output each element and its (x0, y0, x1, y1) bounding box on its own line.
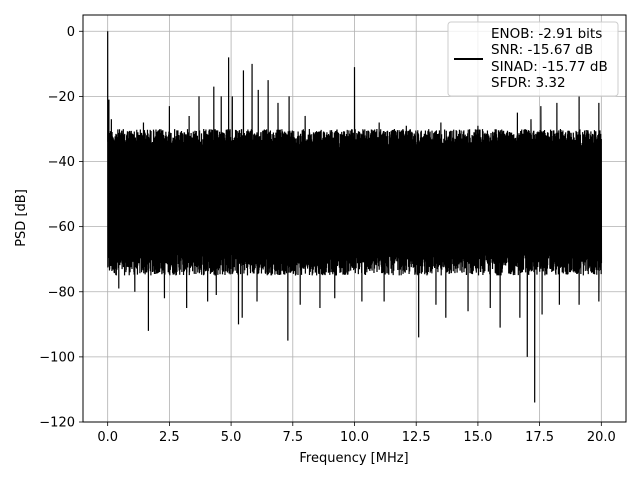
legend-entry-snr: SNR: -15.67 dB (491, 42, 593, 58)
legend-entry-sinad: SINAD: -15.77 dB (491, 59, 608, 75)
y-tick-label: −40 (48, 155, 75, 170)
legend-box (447, 21, 619, 97)
y-axis-ticks: 0 −20 −40 −60 −80 −100 −120 (39, 25, 83, 431)
x-tick-label: 17.5 (525, 430, 554, 445)
y-tick-label: −120 (39, 416, 75, 431)
legend-entry-sfdr: SFDR: 3.32 (491, 75, 566, 91)
y-axis-label: PSD [dB] (14, 189, 29, 247)
x-tick-label: 0.0 (97, 430, 118, 445)
x-tick-label: 7.5 (282, 430, 303, 445)
x-tick-label: 2.5 (159, 430, 180, 445)
x-axis-ticks: 0.0 2.5 5.0 7.5 10.0 12.5 15.0 17.5 20.0 (97, 422, 616, 445)
y-tick-label: −100 (39, 350, 75, 365)
x-tick-label: 20.0 (587, 430, 616, 445)
x-tick-label: 12.5 (402, 430, 431, 445)
x-tick-label: 15.0 (463, 430, 492, 445)
legend-entry-enob: ENOB: -2.91 bits (491, 26, 602, 42)
x-tick-label: 10.0 (340, 430, 369, 445)
x-axis-label: Frequency [MHz] (299, 451, 408, 466)
y-tick-label: −60 (48, 220, 75, 235)
x-tick-label: 5.0 (221, 430, 242, 445)
y-tick-label: −80 (48, 285, 75, 300)
psd-series (107, 31, 603, 403)
legend: ENOB: -2.91 bits SNR: -15.67 dB SINAD: -… (447, 21, 619, 97)
psd-trace (107, 31, 603, 403)
y-tick-label: 0 (67, 25, 75, 40)
y-tick-label: −20 (48, 90, 75, 105)
